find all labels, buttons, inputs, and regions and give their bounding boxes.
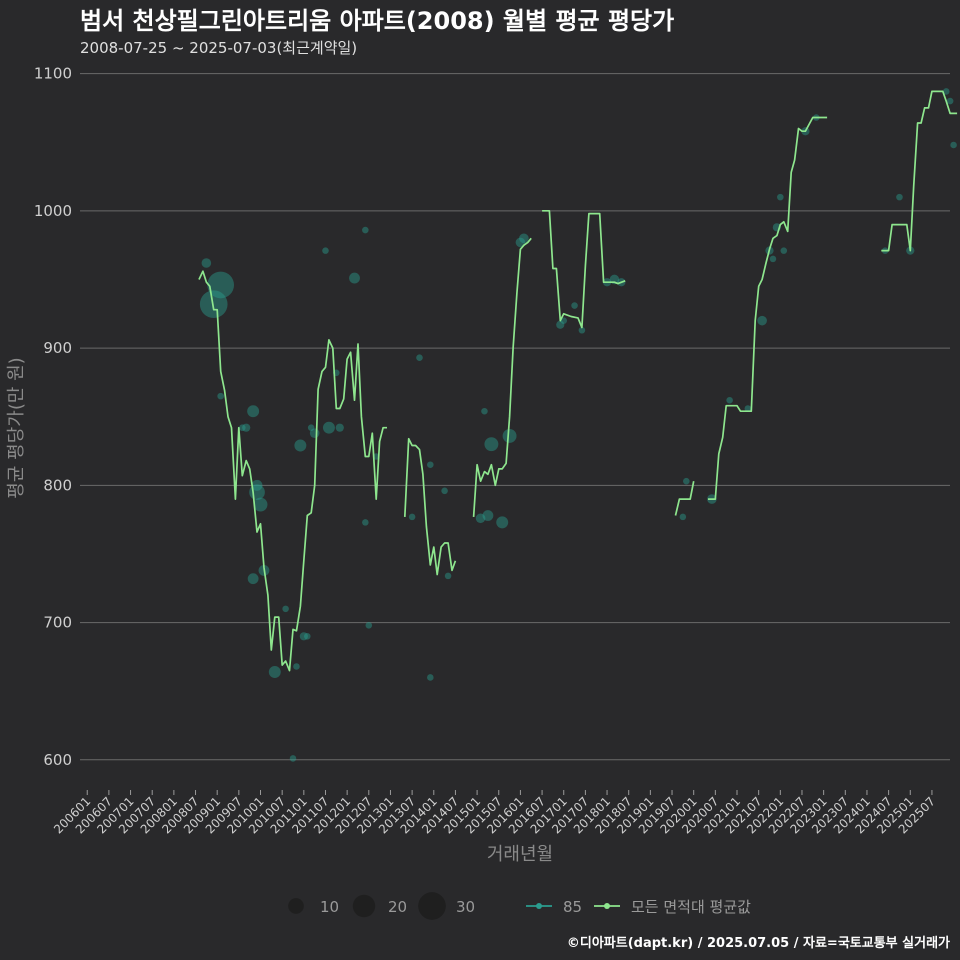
scatter-points [199,88,957,762]
scatter-point [496,516,509,529]
scatter-point [289,755,297,762]
scatter-point [322,247,329,254]
y-tick-label: 900 [43,339,72,357]
scatter-point [365,622,373,629]
scatter-point [502,428,517,443]
scatter-point [282,605,289,613]
scatter-point [679,513,687,521]
average-line [198,90,958,672]
scatter-point [571,302,578,309]
scatter-point [780,247,788,254]
scatter-point [299,632,308,641]
y-tick-label: 800 [43,476,72,494]
size-legend-circle [418,892,446,920]
scatter-point [475,513,486,524]
scatter-point [515,237,526,248]
scatter-point [441,487,448,495]
legend-key-average-dot [604,903,610,909]
scatter-point [556,320,565,329]
average-line-segment [542,209,626,329]
average-line-segment [472,237,532,517]
source-caption: ©디아파트(dapt.kr) / 2025.07.05 / 자료=국토교통부 실… [567,935,950,951]
scatter-point [950,141,957,149]
x-axis-ticks: 2006012006072007012007072008012008072009… [51,790,938,837]
average-line-segment [198,270,387,672]
y-tick-label: 1000 [34,202,72,220]
y-tick-label: 700 [43,614,72,632]
scatter-point [362,519,369,526]
scatter-point [427,674,434,681]
scatter-point [309,428,320,438]
scatter-point [207,271,235,299]
scatter-point [427,461,434,469]
scatter-point [293,663,300,670]
scatter-point [247,573,259,585]
scatter-point [416,354,423,361]
scatter-point [253,497,268,512]
scatter-point [304,633,311,640]
scatter-point [408,513,416,521]
legend-label-average: 모든 면적대 평균값 [631,898,751,916]
chart-subtitle: 2008-07-25 ~ 2025-07-03(최근계약일) [80,39,357,57]
scatter-point [484,437,499,452]
size-legend-label: 20 [388,898,407,916]
scatter-point [683,477,690,485]
scatter-point [578,326,586,334]
scatter-point [560,317,568,324]
y-axis-label: 평균 평당가(만 원) [6,357,27,498]
scatter-point [481,407,488,415]
legend-label-85: 85 [563,898,582,916]
scatter-point [251,479,263,491]
x-axis-label: 거래년월 [487,844,553,865]
average-line-segment [674,481,695,516]
scatter-point [946,97,954,105]
y-axis-ticks: 600 700 800 900 1000 1100 [34,65,72,769]
average-line-segment [708,116,828,500]
scatter-point [247,405,260,418]
legend: 10 20 30 85 모든 면적대 평균값 [288,892,751,920]
scatter-point [726,396,733,404]
average-line-segment [881,90,958,252]
scatter-point [201,258,212,268]
scatter-point [896,193,903,201]
scatter-point [519,233,529,244]
scatter-point [362,226,369,234]
average-line-segment [403,437,457,576]
size-legend-circle [288,898,304,914]
scatter-point [242,423,251,432]
scatter-point [757,315,767,326]
scatter-point [307,424,315,431]
scatter-point [942,88,950,95]
scatter-point [294,439,307,452]
size-legend-label: 10 [320,898,339,916]
scatter-point [335,423,344,432]
y-tick-label: 600 [43,751,72,769]
y-tick-label: 1100 [34,65,72,83]
chart-title: 범서 천상필그린아트리움 아파트(2008) 월별 평균 평당가 [80,7,674,35]
scatter-point [744,405,752,412]
scatter-point [199,290,228,319]
scatter-point [349,272,360,284]
scatter-point [268,666,281,678]
size-legend-label: 30 [456,898,475,916]
scatter-point [217,392,224,400]
scatter-point [239,424,246,431]
scatter-point [769,255,777,263]
scatter-point [322,421,335,434]
scatter-point [777,193,784,201]
legend-key-85-dot [536,903,542,909]
scatter-point [444,572,452,580]
grid-lines [80,73,950,761]
size-legend-circle [352,894,376,918]
scatter-point [482,510,494,521]
